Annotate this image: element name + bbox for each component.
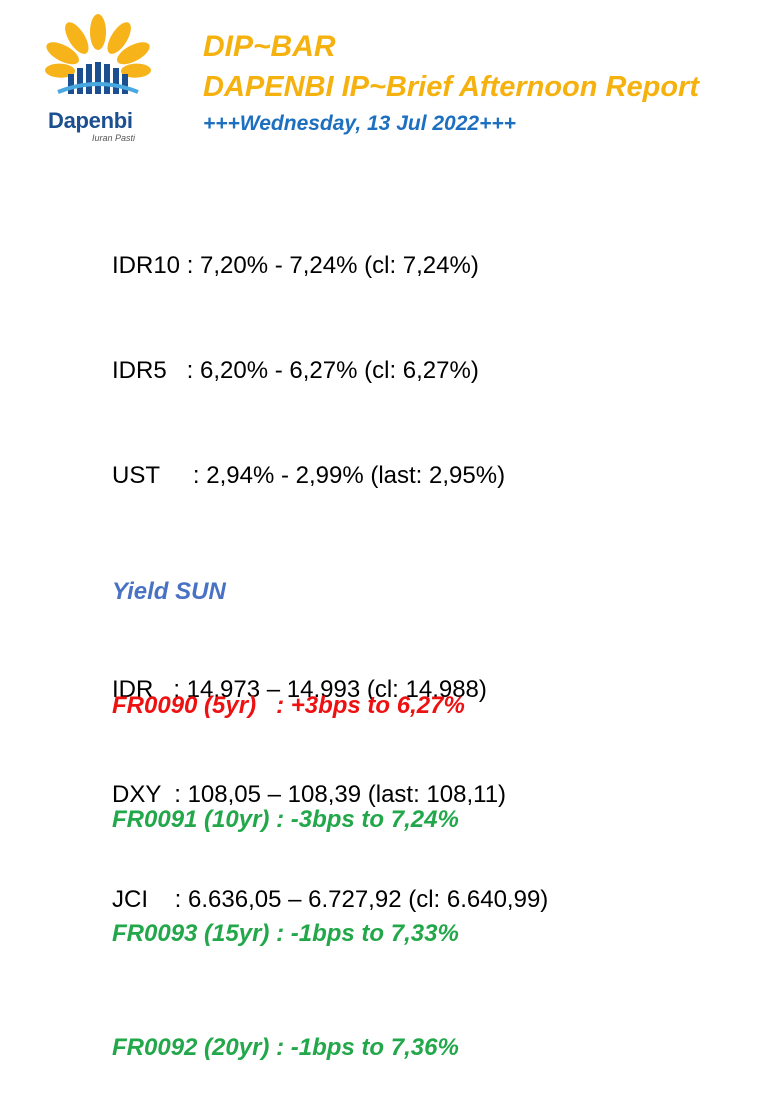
report-subtitle: DAPENBI IP~Brief Afternoon Report xyxy=(203,71,699,103)
logo-tagline: Iuran Pasti xyxy=(92,133,136,143)
yield-row-fr0092: FR0092 (20yr) : -1bps to 7,36% xyxy=(112,1034,459,1061)
report-date: +++Wednesday, 13 Jul 2022+++ xyxy=(203,112,516,135)
bond-rate-idr10: IDR10 : 7,20% - 7,24% (cl: 7,24%) xyxy=(112,252,479,279)
yield-row-fr0091: FR0091 (10yr) : -3bps to 7,24% xyxy=(112,806,459,833)
yield-row-fr0090: FR0090 (5yr) : +3bps to 6,27% xyxy=(112,692,465,719)
report-title: DIP~BAR xyxy=(203,30,336,63)
yield-sun-section: Yield SUN FR0090 (5yr) : +3bps to 6,27% … xyxy=(112,497,465,1105)
bond-rate-ust: UST : 2,94% - 2,99% (last: 2,95%) xyxy=(112,462,506,489)
sun-logo-icon xyxy=(45,14,151,94)
logo-wordmark: Dapenbi xyxy=(48,108,133,133)
yield-row-fr0093: FR0093 (15yr) : -1bps to 7,33% xyxy=(112,920,459,947)
yield-heading: Yield SUN xyxy=(112,578,226,605)
dapenbi-logo: Dapenbi Iuran Pasti xyxy=(18,12,178,143)
bond-rate-idr5: IDR5 : 6,20% - 6,27% (cl: 6,27%) xyxy=(112,357,479,384)
